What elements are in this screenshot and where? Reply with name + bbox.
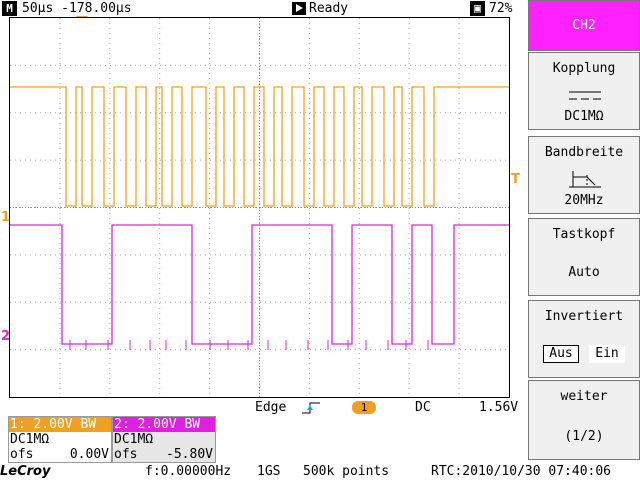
acquisition-status: Ready — [309, 1, 349, 16]
ch2-offset-row: ofs -5.80V — [113, 447, 215, 462]
waveform-display[interactable] — [9, 17, 510, 398]
invert-softkey[interactable]: Invertiert Aus Ein — [528, 300, 640, 378]
bottom-status-bar: LeCroy f:0.00000Hz 1GS 500k points RTC:2… — [0, 463, 640, 480]
bandwidth-title: Bandbreite — [544, 145, 624, 160]
invert-title: Invertiert — [544, 309, 624, 324]
battery-icon: ▣ — [470, 1, 485, 16]
trigger-source-badge: 1 — [352, 401, 376, 414]
next-page-indicator: (1/2) — [564, 429, 604, 444]
battery-level: 72% — [489, 1, 513, 16]
trigger-type: Edge — [255, 400, 287, 415]
waveform-canvas — [10, 18, 509, 397]
ch2-impedance: DC1MΩ — [113, 432, 215, 447]
trigger-level: 1.56V — [479, 400, 519, 415]
ch1-impedance: DC1MΩ — [10, 432, 50, 447]
ch1-trace — [10, 86, 509, 207]
lowpass-filter-icon — [569, 171, 601, 188]
bandwidth-value: 20MHz — [564, 193, 604, 208]
softkey-menu: CH2 Kopplung DC1MΩ Bandbreite 20MHz Tast… — [528, 0, 640, 464]
ch2-position-marker[interactable]: 2 — [1, 329, 11, 344]
record-length: 500k points — [303, 464, 390, 479]
ch1-info-box[interactable]: 1: 2.00V BW DC1MΩ ofs 0.00V — [8, 416, 112, 463]
next-title: weiter — [560, 389, 608, 404]
menu-channel-title[interactable]: CH2 — [528, 0, 640, 51]
top-status-bar: M 50µs -178.00µs Ready ▣ 72% — [0, 0, 528, 17]
frequency-counter: f:0.00000Hz — [145, 464, 232, 479]
ch2-offset-label: ofs — [114, 447, 138, 462]
coupling-softkey[interactable]: Kopplung DC1MΩ — [528, 52, 640, 130]
ch2-trace — [10, 224, 509, 345]
play-icon — [292, 2, 306, 15]
trigger-coupling: DC — [415, 400, 431, 415]
trigger-level-marker[interactable]: T — [511, 172, 520, 187]
ch1-offset-label: ofs — [10, 447, 34, 462]
ch2-scale-header: 2: 2.00V BW — [113, 417, 215, 432]
bandwidth-softkey[interactable]: Bandbreite 20MHz — [528, 136, 640, 214]
brand-logo: LeCroy — [0, 464, 51, 479]
probe-softkey[interactable]: Tastkopf Auto — [528, 218, 640, 296]
sample-rate: 1GS — [257, 464, 281, 479]
acquisition-mode-icon: M — [2, 1, 17, 16]
probe-title: Tastkopf — [552, 227, 616, 242]
invert-off-option[interactable]: Aus — [543, 345, 579, 363]
invert-on-option[interactable]: Ein — [589, 345, 625, 363]
ch1-scale-header: 1: 2.00V BW — [9, 417, 111, 432]
menu-channel-label: CH2 — [572, 18, 596, 33]
trigger-info-line: Edge 1 DC 1.56V — [0, 400, 528, 416]
timebase-readout[interactable]: 50µs -178.00µs — [22, 1, 132, 16]
next-page-softkey[interactable]: weiter (1/2) — [528, 380, 640, 460]
coupling-title: Kopplung — [552, 61, 616, 76]
rising-edge-icon — [302, 402, 320, 414]
ch2-offset-value: -5.80V — [166, 447, 213, 462]
real-time-clock: RTC:2010/10/30 07:40:06 — [431, 464, 612, 479]
ch1-position-marker[interactable]: 1 — [1, 210, 11, 225]
dc-coupling-icon — [569, 91, 601, 100]
ch1-offset-row: ofs 0.00V — [9, 447, 111, 462]
coupling-value: DC1MΩ — [564, 109, 604, 124]
ch1-offset-value: 0.00V — [69, 447, 109, 462]
ch2-info-box[interactable]: 2: 2.00V BW DC1MΩ ofs -5.80V — [112, 416, 216, 463]
probe-value: Auto — [568, 265, 600, 280]
